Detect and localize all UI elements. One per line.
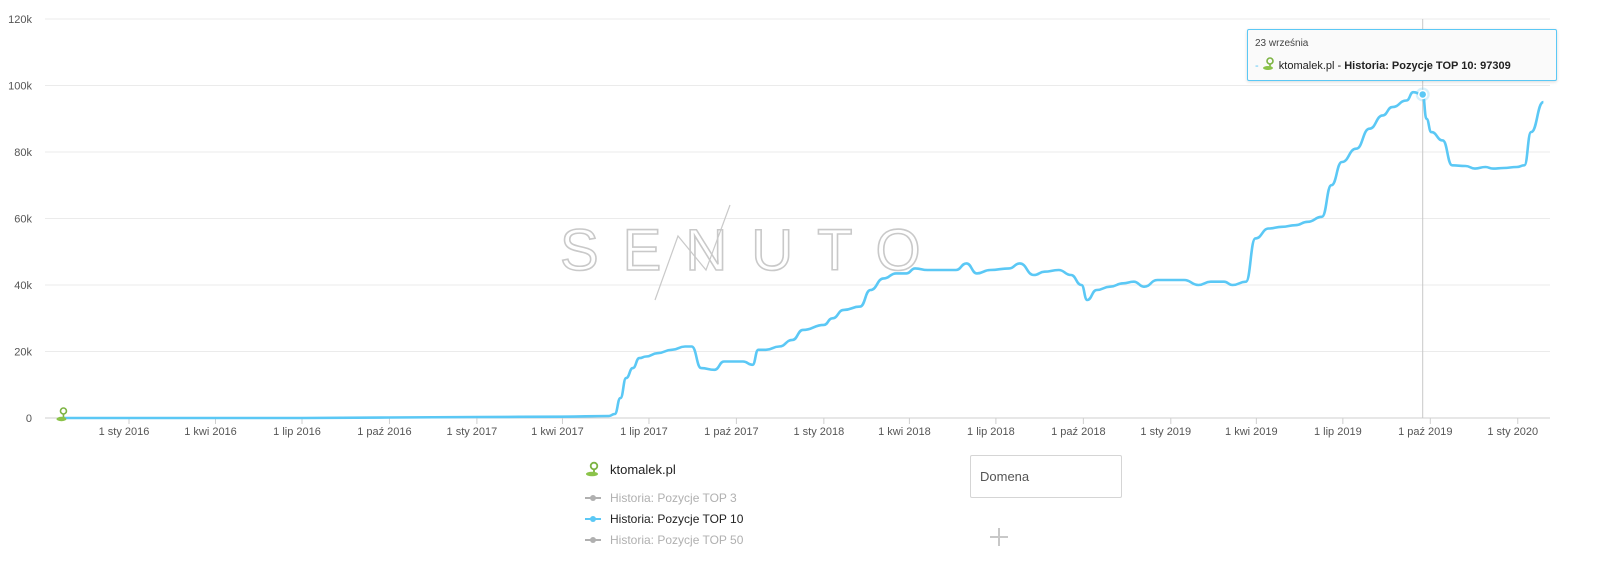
x-tick-label: 1 kwi 2016 <box>184 426 237 438</box>
legend-marker-icon <box>585 536 601 544</box>
plus-icon[interactable] <box>988 526 1010 548</box>
chart-grid <box>45 18 1550 419</box>
y-tick-label: 80k <box>14 147 32 159</box>
watermark-text: SENUTO <box>560 218 945 283</box>
y-tick-label: 40k <box>14 280 32 292</box>
x-tick-label: 1 sty 2018 <box>793 426 844 438</box>
legend-item-top3[interactable]: Historia: Pozycje TOP 3 <box>585 487 743 508</box>
legend-marker-icon <box>585 494 601 502</box>
domain-marker-icon <box>586 461 599 477</box>
y-tick-label: 20k <box>14 347 32 359</box>
legend-item-label: Historia: Pozycje TOP 10 <box>610 511 744 526</box>
tooltip-series-value: Historia: Pozycje TOP 10: 97309 <box>1344 60 1511 72</box>
x-axis: 1 sty 2016 1 kwi 2016 1 lip 2016 1 paź 2016… <box>99 418 1538 438</box>
x-tick-label: 1 sty 2020 <box>1487 426 1538 438</box>
x-tick-label: 1 sty 2019 <box>1140 426 1191 438</box>
legend-item-top50[interactable]: Historia: Pozycje TOP 50 <box>585 529 743 550</box>
x-tick-label: 1 lip 2019 <box>1314 426 1362 438</box>
x-tick-label: 1 sty 2016 <box>99 426 150 438</box>
x-tick-label: 1 lip 2018 <box>967 426 1015 438</box>
y-tick-label: 0 <box>26 413 32 425</box>
senuto-watermark: SENUTO <box>559 204 945 301</box>
series-line <box>62 90 1545 420</box>
series-marker-icon: - <box>1255 60 1259 72</box>
x-tick-label: 1 paź 2016 <box>357 426 411 438</box>
tooltip-domain: ktomalek.pl <box>1278 60 1335 72</box>
marker-head <box>59 407 68 415</box>
x-tick-label: 1 kwi 2019 <box>1225 426 1278 438</box>
tooltip-row: - ktomalek.pl - Historia: Pozycje TOP 10… <box>1255 57 1511 72</box>
x-tick-label: 1 kwi 2017 <box>531 426 584 438</box>
x-tick-label: 1 kwi 2018 <box>878 426 931 438</box>
legend-item-label: Historia: Pozycje TOP 50 <box>610 532 744 547</box>
x-tick-label: 1 paź 2018 <box>1051 426 1105 438</box>
x-tick-label: 1 lip 2017 <box>620 426 668 438</box>
start-marker-icon <box>56 407 68 422</box>
domain-input[interactable] <box>970 455 1122 498</box>
y-tick-label: 100k <box>8 81 32 93</box>
y-axis: 0 20k 40k 60k 80k 100k 120k <box>8 14 32 425</box>
domain-marker-icon <box>1262 57 1274 70</box>
watermark-slash <box>654 204 731 301</box>
legend-marker-icon <box>585 515 601 523</box>
marker-base <box>56 416 67 422</box>
legend-site-label: ktomalek.pl <box>610 461 676 477</box>
series-group <box>62 87 1545 420</box>
x-tick-label: 1 sty 2017 <box>447 426 498 438</box>
x-tick-label: 1 lip 2016 <box>273 426 321 438</box>
y-tick-label: 120k <box>8 14 32 26</box>
chart-tooltip: 23 września - ktomalek.pl - Historia: Po… <box>1247 29 1557 81</box>
legend-item-label: Historia: Pozycje TOP 3 <box>610 490 737 505</box>
y-tick-label: 60k <box>14 214 32 226</box>
legend-site: ktomalek.pl <box>585 459 743 479</box>
legend-item-top10[interactable]: Historia: Pozycje TOP 10 <box>585 508 743 529</box>
chart-legend: ktomalek.pl Historia: Pozycje TOP 3 Hist… <box>585 459 743 550</box>
x-tick-label: 1 paź 2019 <box>1398 426 1452 438</box>
tooltip-date: 23 września <box>1255 38 1309 49</box>
highlight-point <box>1417 89 1428 100</box>
x-tick-label: 1 paź 2017 <box>704 426 758 438</box>
